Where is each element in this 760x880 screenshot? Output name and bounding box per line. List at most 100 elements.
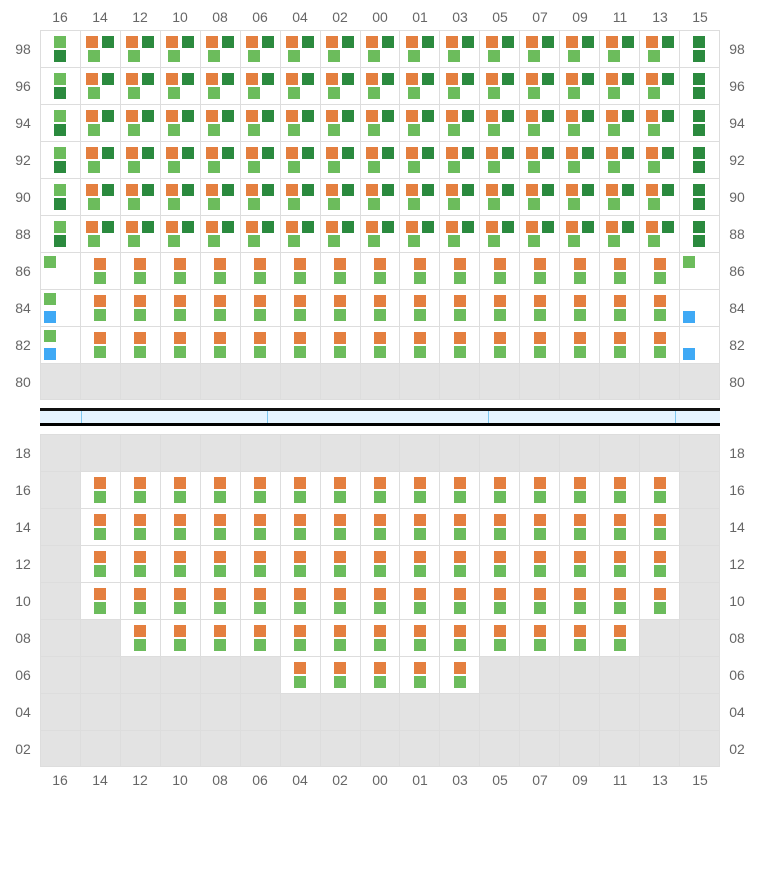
- slot[interactable]: [439, 546, 479, 582]
- slot[interactable]: [120, 546, 160, 582]
- slot[interactable]: [80, 179, 120, 215]
- slot[interactable]: [559, 68, 599, 104]
- slot[interactable]: [120, 31, 160, 67]
- slot[interactable]: [439, 68, 479, 104]
- slot[interactable]: [320, 509, 360, 545]
- slot[interactable]: [240, 583, 280, 619]
- slot[interactable]: [240, 105, 280, 141]
- slot[interactable]: [360, 620, 400, 656]
- slot[interactable]: [559, 546, 599, 582]
- slot[interactable]: [599, 216, 639, 252]
- slot[interactable]: [320, 620, 360, 656]
- slot[interactable]: [479, 327, 519, 363]
- slot[interactable]: [80, 472, 120, 508]
- slot[interactable]: [40, 216, 80, 252]
- slot[interactable]: [40, 31, 80, 67]
- slot[interactable]: [639, 509, 679, 545]
- slot[interactable]: [479, 216, 519, 252]
- slot[interactable]: [519, 253, 559, 289]
- slot[interactable]: [200, 68, 240, 104]
- slot[interactable]: [80, 216, 120, 252]
- slot[interactable]: [200, 327, 240, 363]
- slot[interactable]: [320, 657, 360, 693]
- slot[interactable]: [240, 327, 280, 363]
- slot[interactable]: [639, 327, 679, 363]
- slot[interactable]: [519, 327, 559, 363]
- slot[interactable]: [559, 290, 599, 326]
- slot[interactable]: [399, 253, 439, 289]
- slot[interactable]: [639, 290, 679, 326]
- slot[interactable]: [639, 142, 679, 178]
- slot[interactable]: [399, 472, 439, 508]
- slot[interactable]: [399, 31, 439, 67]
- slot[interactable]: [639, 472, 679, 508]
- slot[interactable]: [519, 31, 559, 67]
- slot[interactable]: [399, 142, 439, 178]
- slot[interactable]: [559, 31, 599, 67]
- slot[interactable]: [40, 327, 80, 363]
- slot[interactable]: [599, 290, 639, 326]
- slot[interactable]: [200, 142, 240, 178]
- slot[interactable]: [479, 509, 519, 545]
- slot[interactable]: [40, 179, 80, 215]
- slot[interactable]: [439, 253, 479, 289]
- slot[interactable]: [120, 68, 160, 104]
- slot[interactable]: [160, 327, 200, 363]
- slot[interactable]: [519, 179, 559, 215]
- slot[interactable]: [240, 472, 280, 508]
- slot[interactable]: [559, 509, 599, 545]
- slot[interactable]: [479, 253, 519, 289]
- slot[interactable]: [160, 31, 200, 67]
- slot[interactable]: [399, 105, 439, 141]
- slot[interactable]: [479, 546, 519, 582]
- slot[interactable]: [679, 179, 720, 215]
- slot[interactable]: [439, 472, 479, 508]
- slot[interactable]: [439, 142, 479, 178]
- slot[interactable]: [360, 142, 400, 178]
- slot[interactable]: [80, 583, 120, 619]
- slot[interactable]: [80, 105, 120, 141]
- slot[interactable]: [399, 583, 439, 619]
- slot[interactable]: [280, 179, 320, 215]
- slot[interactable]: [360, 105, 400, 141]
- slot[interactable]: [160, 142, 200, 178]
- slot[interactable]: [240, 546, 280, 582]
- slot[interactable]: [320, 31, 360, 67]
- slot[interactable]: [360, 216, 400, 252]
- slot[interactable]: [519, 290, 559, 326]
- slot[interactable]: [360, 31, 400, 67]
- slot[interactable]: [360, 68, 400, 104]
- slot[interactable]: [479, 583, 519, 619]
- slot[interactable]: [519, 216, 559, 252]
- slot[interactable]: [320, 290, 360, 326]
- slot[interactable]: [360, 546, 400, 582]
- slot[interactable]: [360, 583, 400, 619]
- slot[interactable]: [559, 253, 599, 289]
- slot[interactable]: [120, 142, 160, 178]
- slot[interactable]: [200, 509, 240, 545]
- slot[interactable]: [599, 105, 639, 141]
- slot[interactable]: [679, 290, 720, 326]
- slot[interactable]: [80, 142, 120, 178]
- slot[interactable]: [160, 68, 200, 104]
- slot[interactable]: [120, 327, 160, 363]
- slot[interactable]: [160, 472, 200, 508]
- slot[interactable]: [399, 216, 439, 252]
- slot[interactable]: [599, 472, 639, 508]
- slot[interactable]: [559, 327, 599, 363]
- slot[interactable]: [200, 472, 240, 508]
- slot[interactable]: [240, 253, 280, 289]
- slot[interactable]: [120, 253, 160, 289]
- slot[interactable]: [320, 179, 360, 215]
- slot[interactable]: [479, 31, 519, 67]
- slot[interactable]: [599, 179, 639, 215]
- slot[interactable]: [320, 327, 360, 363]
- slot[interactable]: [399, 327, 439, 363]
- slot[interactable]: [280, 509, 320, 545]
- slot[interactable]: [200, 31, 240, 67]
- slot[interactable]: [360, 290, 400, 326]
- slot[interactable]: [160, 546, 200, 582]
- slot[interactable]: [519, 105, 559, 141]
- slot[interactable]: [599, 253, 639, 289]
- slot[interactable]: [200, 546, 240, 582]
